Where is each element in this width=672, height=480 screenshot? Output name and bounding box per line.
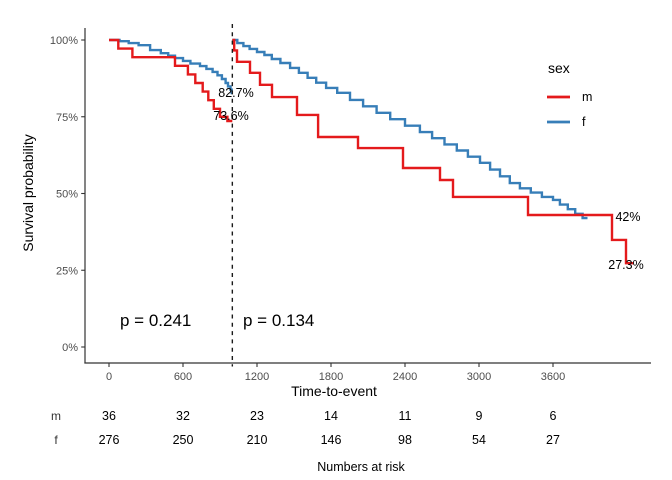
risk-value: 9 xyxy=(476,409,483,423)
p-value-before-landmark: p = 0.241 xyxy=(120,311,191,330)
risk-table-layer: m 36 32 23 14 11 9 6 f 276 250 210 146 98 54 27 xyxy=(51,409,560,447)
x-tick-label: 2400 xyxy=(393,371,417,383)
risk-value: 27 xyxy=(546,433,560,447)
legend-label-m: m xyxy=(582,90,592,104)
risk-value: 6 xyxy=(550,409,557,423)
risk-value: 210 xyxy=(247,433,268,447)
y-tick-label: 0% xyxy=(62,342,78,354)
y-tick-label: 100% xyxy=(50,35,78,47)
y-tick-label: 25% xyxy=(56,265,78,277)
survival-curve-m-post-landmark xyxy=(232,38,634,265)
risk-value: 250 xyxy=(173,433,194,447)
risk-value: 23 xyxy=(250,409,264,423)
y-tick-label: 75% xyxy=(56,112,78,124)
risk-value: 54 xyxy=(472,433,486,447)
y-axis-title: Survival probability xyxy=(20,134,36,252)
annotation-m-landmark-survival: 73.6% xyxy=(213,109,248,123)
x-tick-label: 3000 xyxy=(467,371,491,383)
risk-value: 32 xyxy=(176,409,190,423)
x-tick-label: 1200 xyxy=(245,371,269,383)
risk-value: 36 xyxy=(102,409,116,423)
risk-value: 276 xyxy=(99,433,120,447)
survival-curves-layer xyxy=(109,38,634,265)
risk-row-label-f: f xyxy=(54,433,58,447)
numbers-at-risk-title: Numbers at risk xyxy=(317,460,405,474)
legend-title: sex xyxy=(548,60,570,76)
x-tick-label: 3600 xyxy=(541,371,565,383)
survival-curve-f-post-landmark xyxy=(232,38,588,220)
x-axis-title: Time-to-event xyxy=(291,383,377,399)
x-tick-label: 1800 xyxy=(319,371,343,383)
annotation-m-final-survival: 27.3% xyxy=(608,258,643,272)
y-tick-label: 50% xyxy=(56,189,78,201)
survival-curve-f-pre-landmark xyxy=(109,38,233,95)
survival-curve-m-pre-landmark xyxy=(109,38,233,123)
annotation-f-landmark-survival: 82.7% xyxy=(218,86,253,100)
x-tick-label: 600 xyxy=(174,371,192,383)
x-tick-label: 0 xyxy=(106,371,112,383)
risk-value: 11 xyxy=(399,409,412,423)
risk-row-label-m: m xyxy=(51,409,61,423)
axes-layer: 0 600 1200 1800 2400 3000 3600 0% 25% 50% 75% 100% xyxy=(50,28,651,383)
risk-value: 146 xyxy=(321,433,342,447)
legend: sex m f xyxy=(547,60,592,129)
p-value-after-landmark: p = 0.134 xyxy=(243,311,314,330)
risk-value: 98 xyxy=(398,433,412,447)
legend-label-f: f xyxy=(582,115,586,129)
risk-value: 14 xyxy=(324,409,338,423)
annotation-f-final-survival: 42% xyxy=(615,210,640,224)
